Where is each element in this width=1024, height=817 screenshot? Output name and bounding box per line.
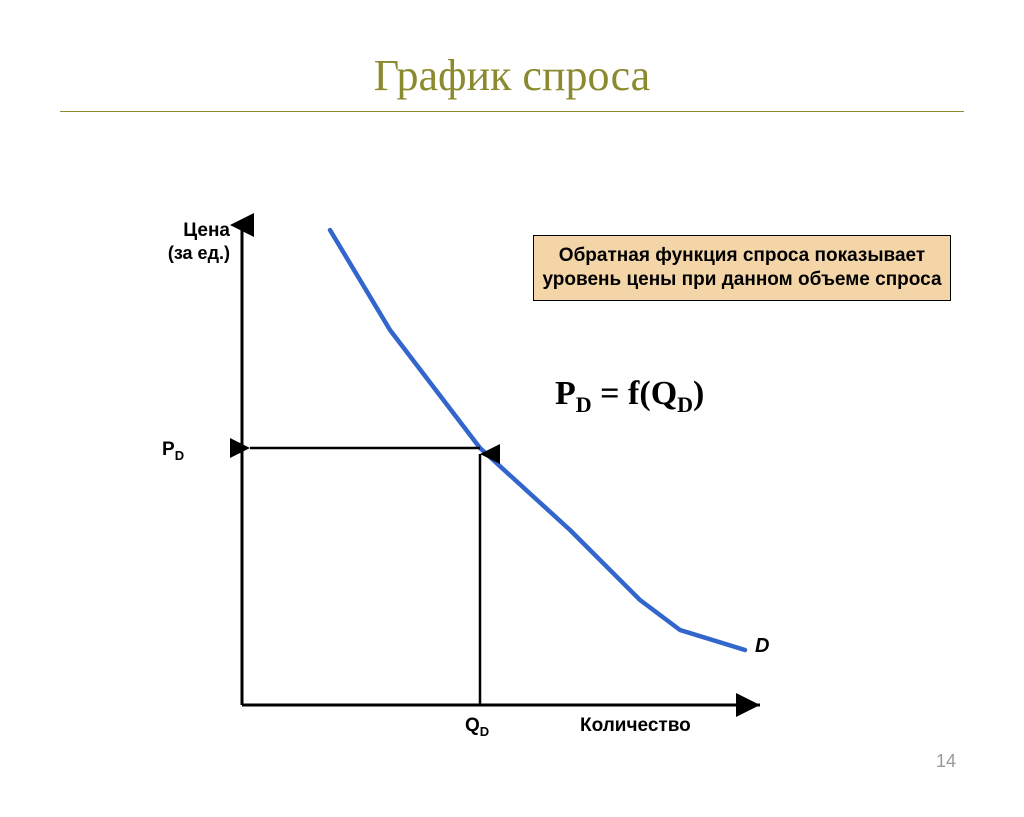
- qd-label: QD: [465, 715, 489, 739]
- page-number: 14: [936, 751, 956, 772]
- pd-label: PD: [162, 439, 184, 463]
- x-axis-label: Количество: [580, 715, 691, 737]
- callout-box: Обратная функция спроса показывает урове…: [533, 235, 951, 301]
- y-axis-label-sub: (за ед.): [130, 243, 230, 264]
- curve-label: D: [755, 635, 769, 658]
- formula: PD = f(QD): [555, 375, 704, 418]
- chart-svg: [0, 50, 1024, 817]
- y-axis-label-main: Цена: [130, 220, 230, 242]
